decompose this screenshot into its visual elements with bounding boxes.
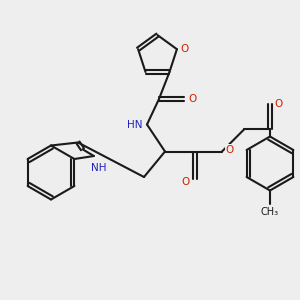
Text: O: O bbox=[180, 44, 188, 54]
Text: O: O bbox=[182, 176, 190, 187]
Text: CH₃: CH₃ bbox=[261, 206, 279, 217]
Text: O: O bbox=[275, 98, 283, 109]
Text: HN: HN bbox=[127, 119, 143, 130]
Text: NH: NH bbox=[91, 163, 106, 173]
Text: O: O bbox=[225, 145, 234, 155]
Text: O: O bbox=[189, 94, 197, 104]
